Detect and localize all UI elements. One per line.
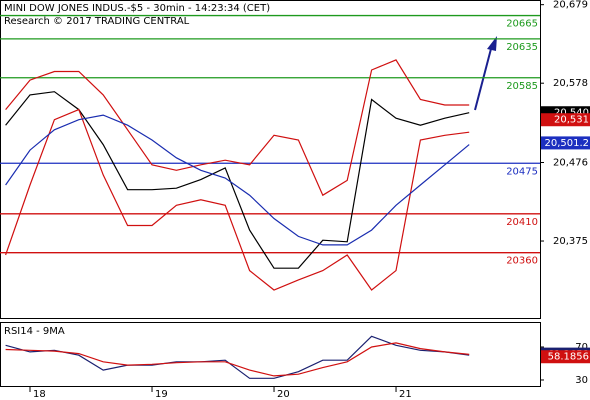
main-panel (0, 0, 541, 319)
series-line (5, 342, 470, 377)
price-tag-label: 20,501.2 (544, 138, 589, 149)
y-tick-label: 20,375 (553, 236, 588, 247)
level-label: 20475 (506, 166, 538, 177)
x-tick-label: 21 (399, 389, 412, 400)
level-label: 20665 (506, 19, 538, 30)
price-tag-label: 20,531 (554, 115, 589, 126)
series-line (5, 108, 470, 291)
y-tick-label: 30 (575, 375, 588, 386)
x-tick-label: 20 (277, 389, 290, 400)
chart-subtitle: Research © 2017 TRADING CENTRAL (4, 16, 190, 27)
y-tick-label: 20,679 (553, 0, 588, 11)
y-tick-label: 20,476 (553, 157, 588, 168)
price-tag (541, 113, 590, 127)
level-label: 20585 (506, 81, 538, 92)
arrow-head (487, 36, 497, 51)
x-tick-label: 18 (33, 389, 46, 400)
level-label: 20635 (506, 42, 538, 53)
series-line (5, 335, 470, 379)
y-tick-label: 20,578 (553, 78, 588, 89)
y-tick-label: 70 (575, 342, 588, 353)
level-label: 20410 (506, 217, 538, 228)
series-line (5, 91, 470, 269)
level-label: 20360 (506, 256, 538, 267)
rsi-panel (0, 322, 541, 387)
chart-title: MINI DOW JONES INDUS.-$5 - 30min - 14:23… (4, 3, 270, 14)
price-tag-label: 58.1856 (548, 352, 589, 363)
price-tag (541, 136, 590, 150)
series-line (5, 59, 470, 197)
series-line (5, 114, 470, 246)
price-tag (541, 350, 590, 364)
rsi-title: RSI14 - 9MA (4, 326, 65, 337)
x-tick-label: 19 (155, 389, 168, 400)
